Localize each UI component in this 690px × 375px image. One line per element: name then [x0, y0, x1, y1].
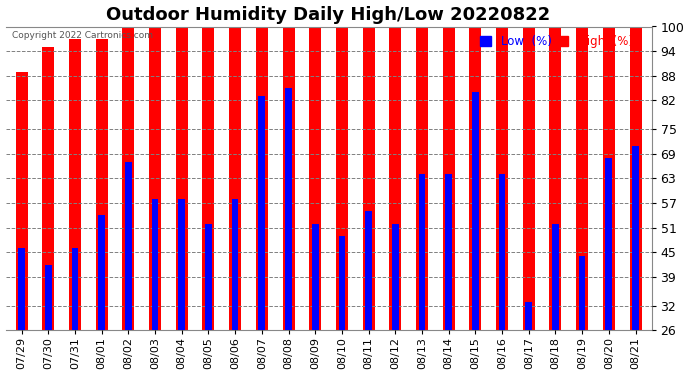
Bar [443, 27, 455, 330]
Bar [632, 146, 639, 330]
Bar [629, 27, 642, 330]
Bar [72, 248, 78, 330]
Bar [339, 236, 345, 330]
Bar [576, 27, 588, 330]
Bar [202, 27, 215, 330]
Bar [549, 27, 562, 330]
Bar [579, 256, 586, 330]
Bar [18, 248, 25, 330]
Bar [45, 265, 52, 330]
Bar [42, 47, 55, 330]
Bar [152, 199, 159, 330]
Text: Copyright 2022 Cartronics.com: Copyright 2022 Cartronics.com [12, 31, 153, 40]
Bar [552, 224, 559, 330]
Bar [525, 302, 532, 330]
Bar [365, 211, 372, 330]
Bar [96, 39, 108, 330]
Bar [416, 27, 428, 330]
Bar [205, 224, 212, 330]
Bar [392, 224, 399, 330]
Bar [69, 39, 81, 330]
Legend: Low  (%), High  (%): Low (%), High (%) [475, 31, 638, 53]
Bar [309, 27, 322, 330]
Bar [389, 27, 402, 330]
Bar [149, 27, 161, 330]
Bar [125, 162, 132, 330]
Bar [496, 27, 508, 330]
Bar [16, 72, 28, 330]
Bar [122, 27, 135, 330]
Bar [259, 96, 265, 330]
Bar [256, 27, 268, 330]
Bar [469, 27, 482, 330]
Bar [472, 92, 479, 330]
Bar [336, 27, 348, 330]
Bar [229, 27, 241, 330]
Bar [312, 224, 319, 330]
Bar [603, 27, 615, 330]
Bar [419, 174, 425, 330]
Bar [362, 27, 375, 330]
Bar [606, 158, 612, 330]
Bar [232, 199, 239, 330]
Bar [285, 88, 292, 330]
Bar [523, 27, 535, 330]
Bar [499, 174, 505, 330]
Title: Outdoor Humidity Daily High/Low 20220822: Outdoor Humidity Daily High/Low 20220822 [106, 6, 551, 24]
Bar [179, 199, 185, 330]
Bar [176, 27, 188, 330]
Bar [282, 27, 295, 330]
Bar [445, 174, 452, 330]
Bar [98, 215, 105, 330]
